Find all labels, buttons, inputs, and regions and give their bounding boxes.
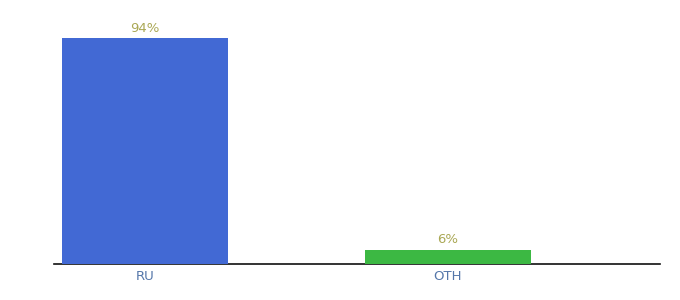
Bar [62,38,228,264]
Bar [364,250,531,264]
Text: 6%: 6% [437,233,458,246]
Text: 94%: 94% [131,22,160,35]
